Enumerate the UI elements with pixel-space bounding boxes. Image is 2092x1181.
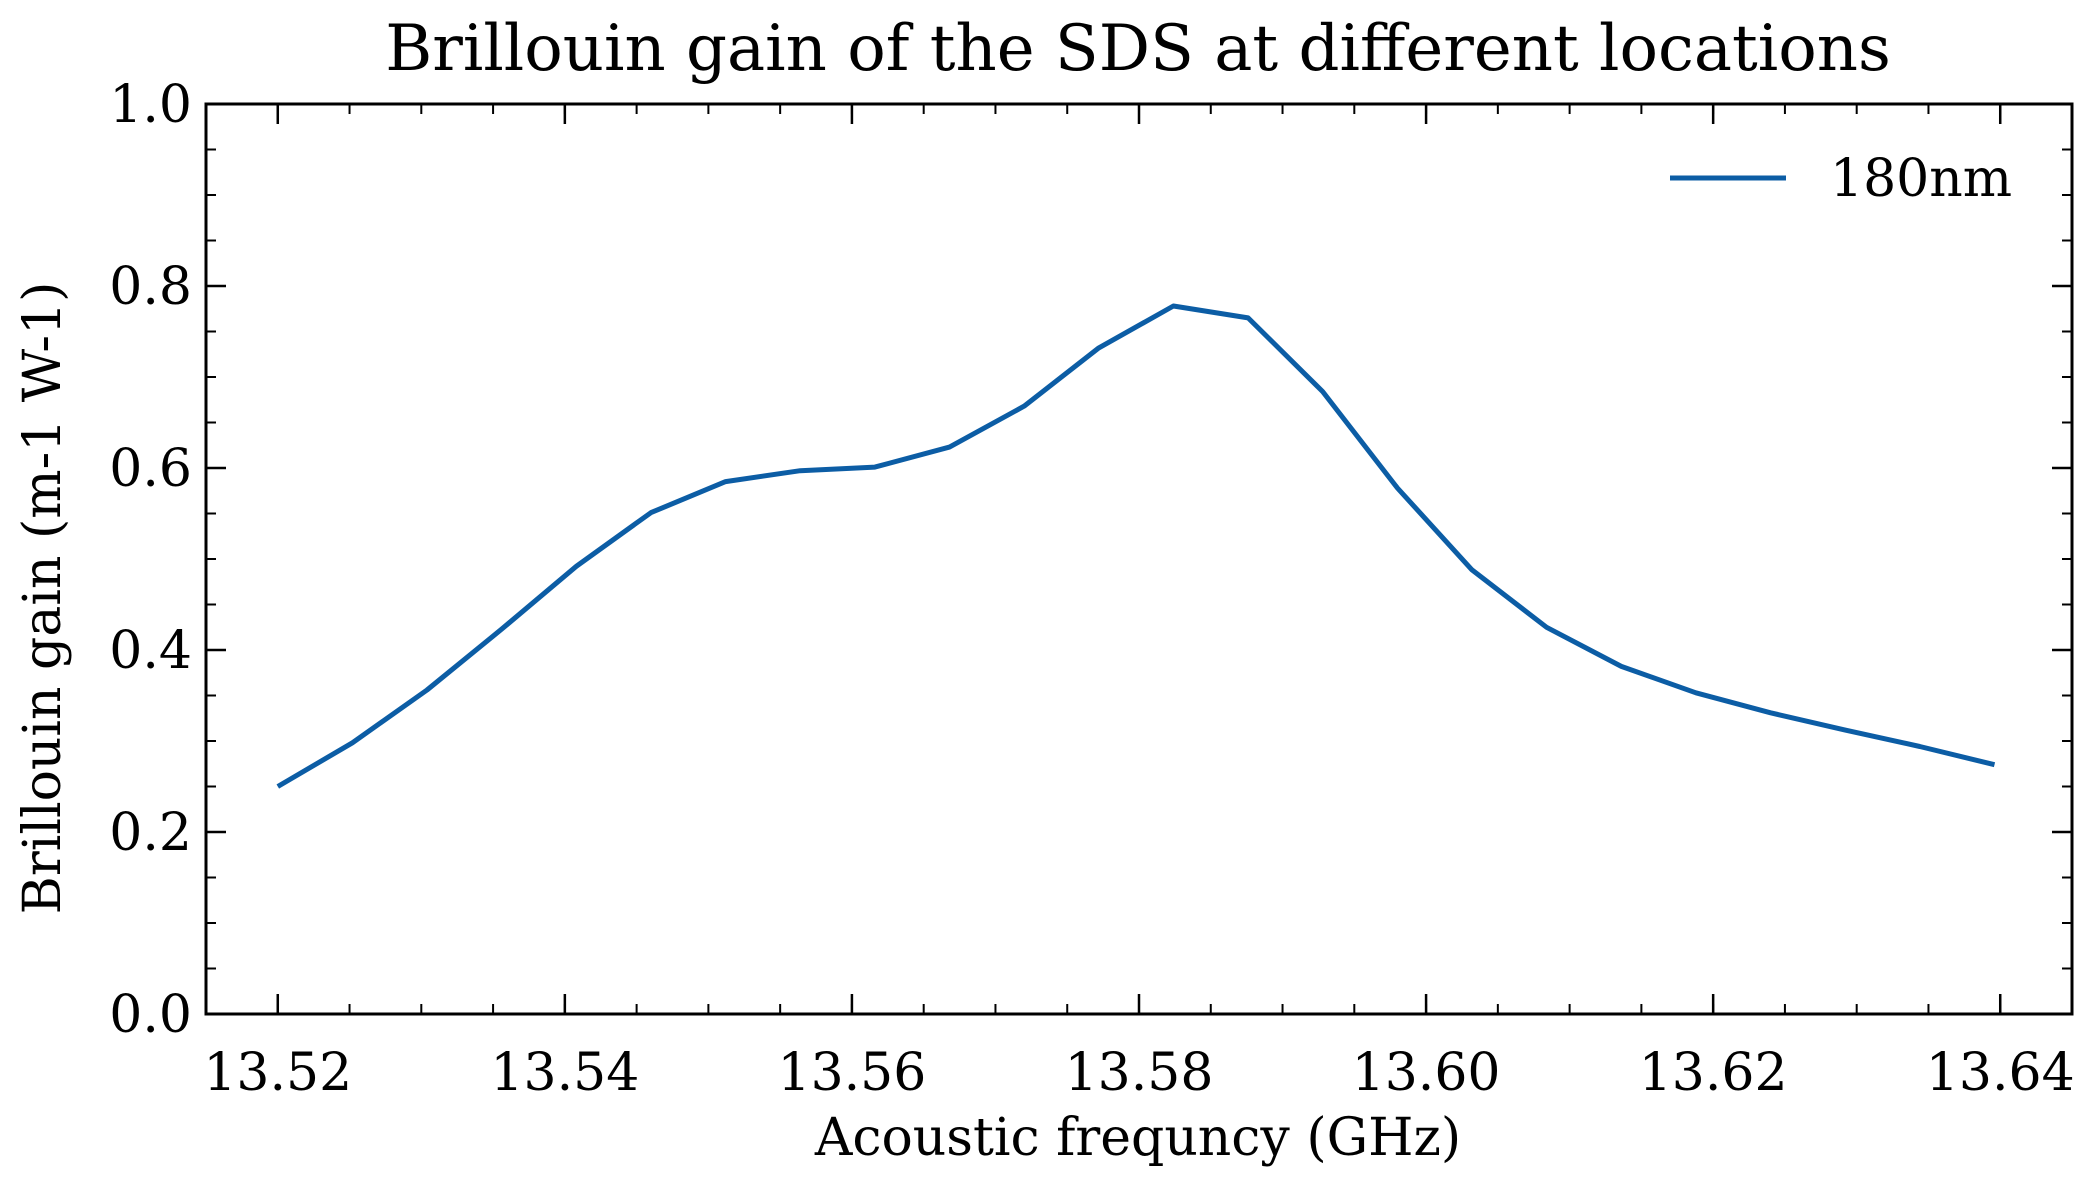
chart-title: Brillouin gain of the SDS at different l…	[385, 12, 1891, 86]
x-tick-label: 13.56	[777, 1043, 926, 1103]
series-line-180nm	[276, 303, 1996, 789]
x-tick-label: 13.62	[1639, 1043, 1788, 1103]
legend: 180nm	[1670, 149, 2012, 209]
x-tick-label: 13.52	[203, 1043, 352, 1103]
x-tick-label: 13.54	[490, 1043, 639, 1103]
x-tick-label: 13.58	[1065, 1043, 1214, 1103]
x-axis-label: Acoustic frequncy (GHz)	[814, 1108, 1461, 1168]
x-tick-label: 13.60	[1352, 1043, 1501, 1103]
y-tick-label: 0.4	[109, 621, 192, 681]
y-tick-label: 0.8	[109, 257, 192, 317]
legend-label-180nm: 180nm	[1830, 149, 2012, 209]
y-axis-label: Brillouin gain (m-1 W-1)	[13, 282, 73, 915]
y-tick-label: 0.2	[109, 803, 192, 863]
plot-area: 13.52 13.54 13.56 13.58 13.60 13.62 13.64 0.0 0.…	[109, 75, 2074, 1103]
plot-frame	[204, 102, 2074, 1016]
y-tick-label: 0.6	[109, 439, 192, 499]
y-tick-label: 0.0	[109, 985, 192, 1045]
x-tick-label: 13.64	[1926, 1043, 2075, 1103]
y-tick-label: 1.0	[109, 75, 192, 135]
